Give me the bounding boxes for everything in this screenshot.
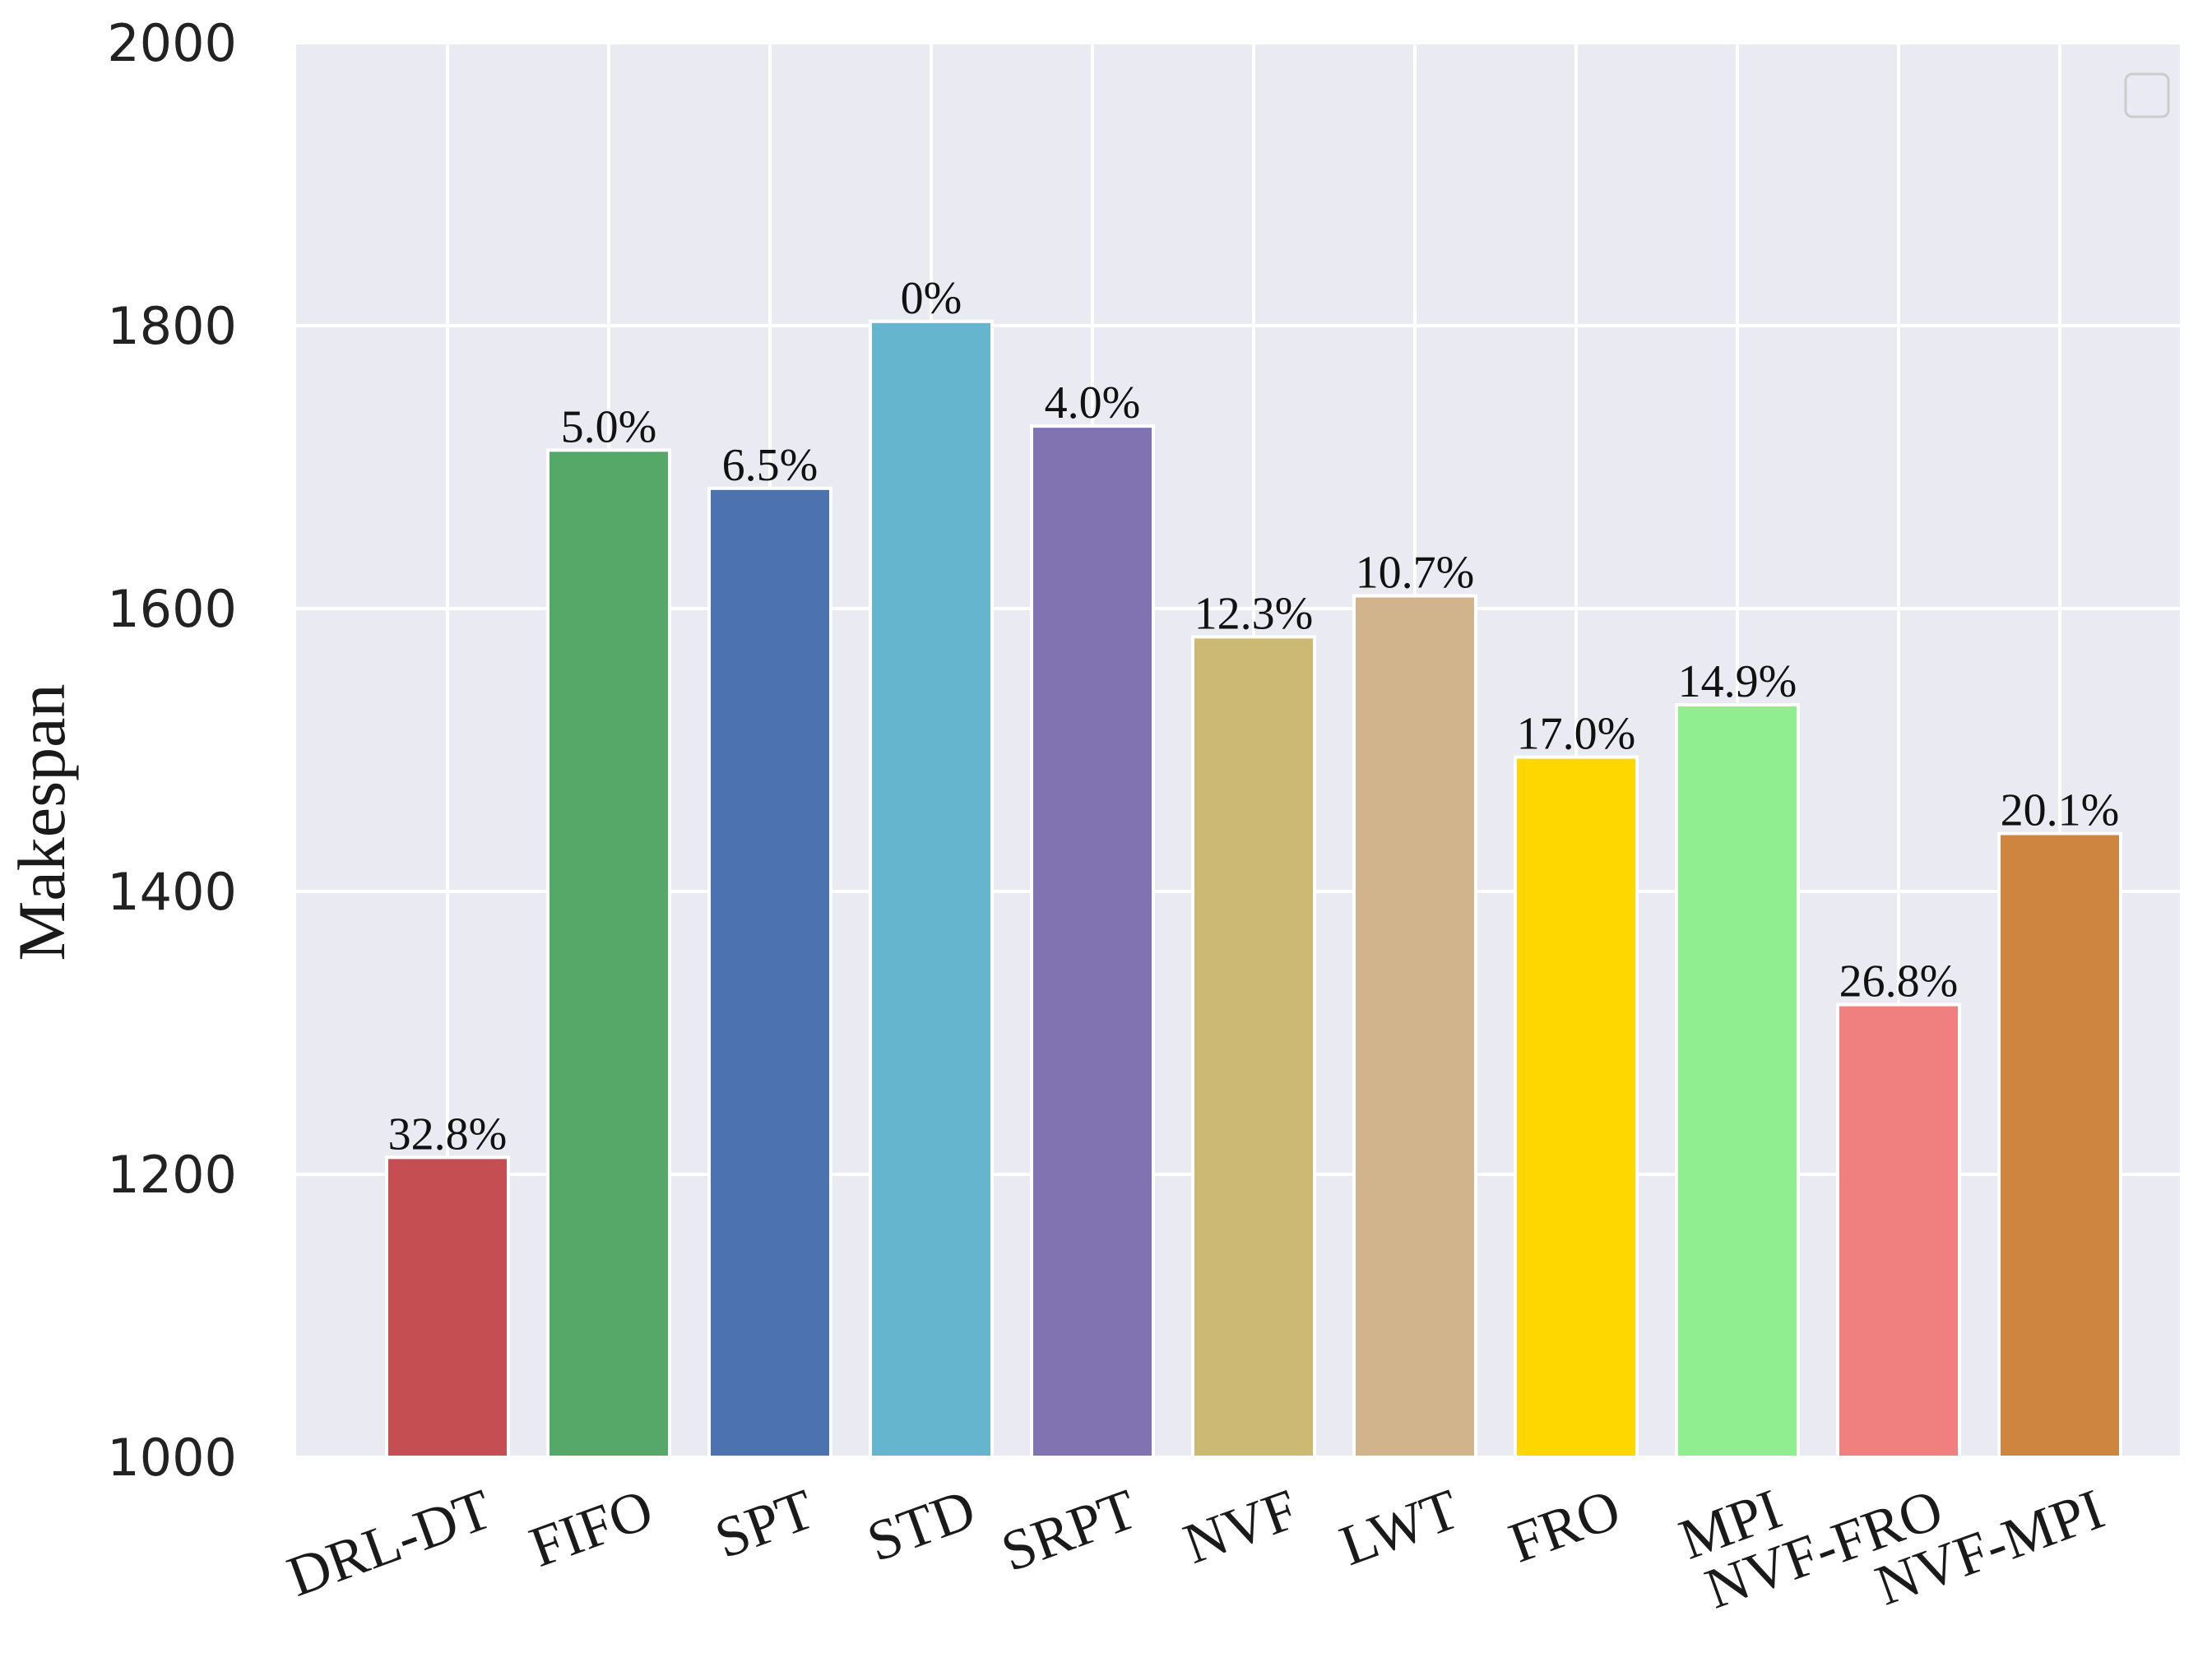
y-tick-labels: 1000 1200 1400 1600 1800 2000 — [107, 13, 237, 1488]
x-tick-label: FRO — [1501, 1478, 1628, 1576]
bars — [385, 319, 2122, 1460]
data-label: 0% — [901, 273, 962, 324]
x-tick-label: DRL-DT — [280, 1478, 499, 1609]
data-label: 12.3% — [1194, 588, 1314, 639]
y-tick-label: 2000 — [107, 13, 237, 73]
y-axis-label: Makespan — [4, 683, 79, 961]
x-tick-label: SPT — [707, 1478, 823, 1572]
bar-mpi — [1675, 702, 1800, 1459]
x-tick-labels: DRL-DT FIFO SPT STD SRPT NVF LWT FRO MPINVF-FRON… — [280, 1478, 2112, 1622]
x-tick-label: LWT — [1333, 1478, 1468, 1578]
y-tick-label: 1200 — [107, 1145, 237, 1205]
x-tick-label: STD — [860, 1478, 984, 1575]
bar-spt — [707, 486, 832, 1459]
x-tick-label: SRPT — [994, 1478, 1145, 1585]
x-tick-label: NVF — [1176, 1478, 1306, 1576]
bar-srpt — [1030, 424, 1155, 1459]
data-label: 26.8% — [1839, 956, 1959, 1007]
x-tick-label: FIFO — [522, 1478, 661, 1580]
data-label: 32.8% — [388, 1109, 508, 1160]
y-tick-label: 1400 — [107, 862, 237, 922]
data-label: 17.0% — [1517, 709, 1636, 760]
bar-lwt — [1352, 594, 1477, 1459]
bar-nvf — [1191, 635, 1316, 1459]
bar-nvf-fro — [1836, 1002, 1961, 1459]
data-label: 10.7% — [1356, 548, 1475, 599]
data-label: 5.0% — [561, 401, 657, 452]
y-tick-label: 1800 — [107, 296, 237, 356]
bar-std — [869, 319, 994, 1460]
data-labels: 32.8% 5.0% 6.5% 0% 4.0% 12.3% 10.7% 17.0% 14.9% 2… — [388, 273, 2120, 1160]
legend-box — [2124, 72, 2170, 118]
bar-fifo — [546, 448, 671, 1459]
bar-fro — [1514, 755, 1639, 1459]
data-label: 4.0% — [1045, 377, 1141, 428]
data-label: 14.9% — [1678, 656, 1797, 707]
data-label: 6.5% — [722, 440, 818, 491]
bar-nvf-mpi — [1997, 831, 2122, 1459]
y-tick-label: 1600 — [107, 579, 237, 639]
bar-drl-dt — [385, 1155, 510, 1459]
y-tick-label: 1000 — [107, 1428, 237, 1488]
data-label: 20.1% — [2001, 785, 2120, 836]
